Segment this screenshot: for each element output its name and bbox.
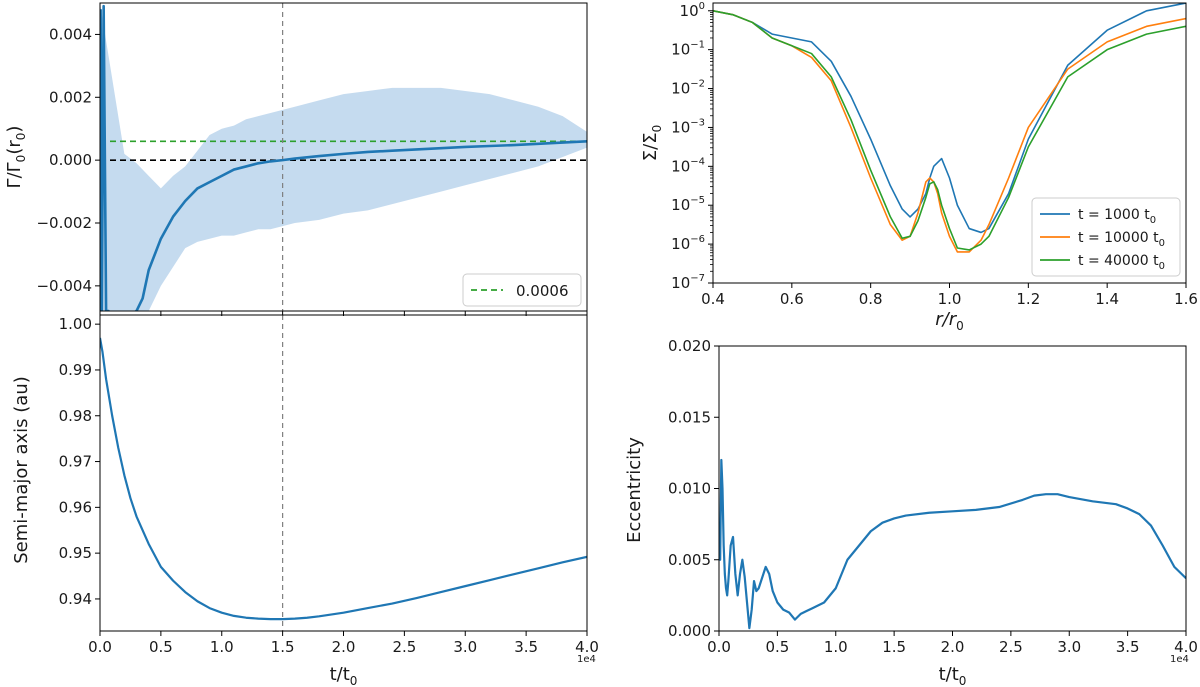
x-tick-label: 1.0 [938,290,962,308]
y-tick-label: 10−5 [671,195,705,214]
y-tick-label: 0.94 [59,590,92,608]
y-tick-label: 0.99 [59,361,92,379]
y-tick-label: 0.020 [668,337,711,355]
eccentricity-series-line [719,458,1186,630]
torque-plot-area [100,3,587,311]
y-tick-label: 0.004 [49,25,92,43]
x-tick-label: 0.6 [780,290,804,308]
density-plot-area [713,3,1186,253]
eccentricity-plot-area [719,458,1186,630]
y-axis-label: Σ/Σ0 [640,125,664,161]
y-tick-label: 0.98 [59,407,92,425]
x-tick-label: 3.0 [1057,638,1081,656]
y-tick-label: 10−1 [671,40,705,59]
x-axis-label: t/t0 [330,664,358,687]
y-tick-label: 0.95 [59,544,92,562]
semi-major-plot-area [100,315,587,631]
x-tick-label: 1.2 [1016,290,1040,308]
semi-major-axes-frame [99,314,588,632]
y-tick-label: 100 [680,1,705,20]
y-tick-label: 10−7 [671,273,705,292]
x-tick-label: 0.5 [765,638,789,656]
density-legend: t = 1000 t0 t = 10000 t0 t = 40000 t0 [1031,197,1181,277]
x-tick-label: 0.0 [707,638,731,656]
y-tick-label: 0.015 [668,408,711,426]
y-axis-label: Semi-major axis (au) [11,376,32,564]
x-tick-label: 1.0 [210,638,234,656]
y-tick-label: 10−3 [671,117,705,136]
legend-box [462,273,582,307]
x-tick-label: 2.5 [392,638,416,656]
legend-label: t = 10000 t0 [1078,230,1165,249]
x-tick-label: 3.0 [453,638,477,656]
semi-major-axis-panel: 0.0 0.5 1.0 1.5 2.0 2.5 3.0 3.5 4.0 0.94 0.95 0.96 0… [11,314,599,687]
x-tick-label: 3.5 [1116,638,1140,656]
y-tick-label: 0.000 [49,151,92,169]
y-axis-label: Γ/Γ0(r0) [4,126,28,189]
torque-panel: −0.004 −0.002 0.000 0.002 0.004 Γ/Γ0(r0) 0.000… [4,2,588,316]
y-tick-label: 10−4 [671,156,705,175]
semi-major-series-line [100,337,587,621]
x-tick-label: 4.0 [575,638,599,656]
y-tick-label: −0.002 [36,214,92,232]
y-tick-label: 10−6 [671,234,705,253]
y-tick-label: 0.010 [668,480,711,498]
x-offset-text: 1e4 [1170,654,1189,665]
legend-label: t = 1000 t0 [1078,207,1156,226]
y-tick-label: 0.97 [59,453,92,471]
x-axis-label: r/r0 [935,309,964,333]
y-tick-label: −0.004 [36,277,92,295]
eccentricity-panel: 0.0 0.5 1.0 1.5 2.0 2.5 3.0 3.5 4.0 0.000 0.005 0.0… [624,337,1198,687]
torque-series-line [100,4,587,311]
x-offset-text: 1e4 [577,654,596,665]
x-tick-label: 2.0 [941,638,965,656]
x-tick-label: 1.6 [1174,290,1198,308]
y-tick-label: 0.96 [59,498,92,516]
x-tick-label: 0.0 [88,638,112,656]
density-series-line [713,9,1186,253]
y-tick-label: 0.000 [668,622,711,640]
y-tick-label: 0.002 [49,88,92,106]
x-tick-label: 4.0 [1174,638,1198,656]
eccentricity-axes-frame [718,345,1187,632]
legend-label: 0.0006 [516,282,569,300]
torque-spread-band [100,3,587,311]
x-tick-label: 1.4 [1095,290,1119,308]
torque-legend: 0.0006 [462,273,582,307]
x-tick-label: 0.5 [149,638,173,656]
x-tick-label: 2.0 [332,638,356,656]
x-tick-label: 1.0 [824,638,848,656]
y-axis-label: Eccentricity [624,437,645,543]
y-tick-label: 10−2 [671,79,705,98]
x-tick-label: 3.5 [514,638,538,656]
legend-label: t = 40000 t0 [1078,253,1165,272]
x-tick-label: 1.5 [271,638,295,656]
density-panel: 0.4 0.6 0.8 1.0 1.2 1.4 1.6 100 10−1 10−2 10−3 10−4… [640,1,1198,333]
x-tick-label: 0.8 [859,290,883,308]
x-tick-label: 0.4 [701,290,725,308]
y-tick-label: 0.005 [668,551,711,569]
legend-box [1031,197,1181,277]
x-tick-label: 1.5 [882,638,906,656]
x-tick-label: 2.5 [999,638,1023,656]
y-tick-label: 1.00 [59,315,92,333]
density-series-line [713,9,1186,251]
x-axis-label: t/t0 [939,664,967,687]
